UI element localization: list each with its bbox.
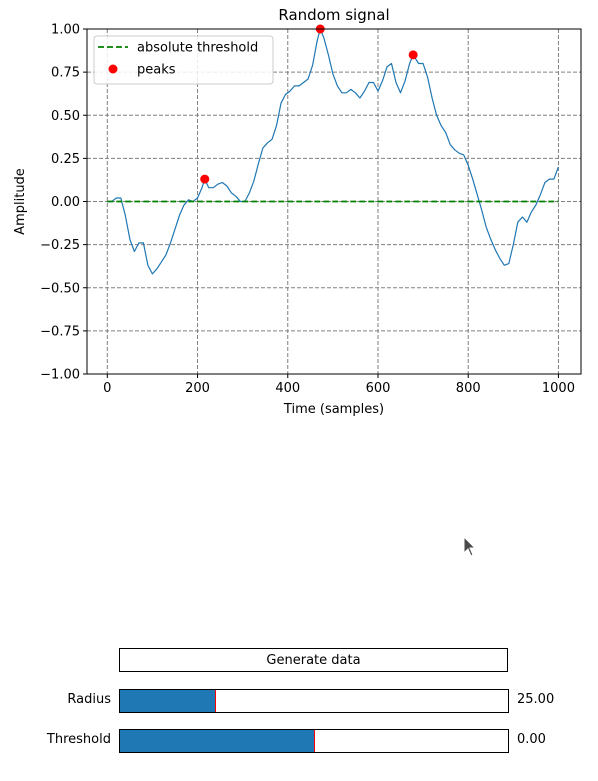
x-tick-label: 800	[456, 381, 481, 396]
plot-lines	[107, 24, 559, 275]
radius-slider[interactable]: Radius 25.00	[0, 689, 598, 714]
threshold-value: 0.00	[517, 732, 546, 747]
y-tick-label: 0.00	[51, 195, 80, 210]
x-tick-label: 1000	[542, 381, 575, 396]
radius-slider-track[interactable]	[119, 689, 509, 713]
y-tick-label: 0.75	[51, 66, 80, 81]
y-tick-label: −1.00	[40, 368, 80, 383]
x-tick-label: 0	[103, 381, 111, 396]
x-axis-label: Time (samples)	[283, 402, 384, 417]
generate-data-label: Generate data	[266, 652, 361, 668]
y-tick-label: 0.25	[51, 152, 80, 167]
legend-box	[93, 35, 274, 85]
threshold-label: Threshold	[46, 732, 111, 747]
x-tick-label: 400	[275, 381, 300, 396]
mouse-pointer-icon	[463, 536, 477, 557]
generate-data-button[interactable]: Generate data	[119, 648, 508, 672]
y-tick-label: 0.50	[51, 109, 80, 124]
x-tick-label: 200	[185, 381, 210, 396]
threshold-slider-track[interactable]	[119, 729, 509, 753]
threshold-slider[interactable]: Threshold 0.00	[0, 729, 598, 754]
peak-marker	[200, 174, 210, 184]
legend-label: absolute threshold	[137, 41, 258, 56]
radius-value: 25.00	[517, 692, 555, 707]
chart-title: Random signal	[278, 6, 389, 24]
y-tick-label: 1.00	[51, 23, 80, 38]
legend-peaks-swatch	[108, 64, 118, 74]
y-tick-label: −0.75	[40, 324, 80, 339]
threshold-slider-fill	[120, 730, 314, 752]
radius-slider-fill	[120, 690, 215, 712]
figure: 0 200 400 600 800 1000 −1.00 −0.75 −0.50 −0.25 0.0…	[13, 6, 582, 417]
y-axis-label: Amplitude	[13, 168, 28, 235]
y-tick-label: −0.25	[40, 238, 80, 253]
legend-label: peaks	[137, 63, 176, 78]
peak-marker	[408, 50, 418, 60]
ticks: 0 200 400 600 800 1000 −1.00 −0.75 −0.50 −0.25 0.0…	[40, 23, 575, 397]
radius-label: Radius	[67, 692, 111, 707]
threshold-slider-handle[interactable]	[314, 730, 315, 752]
x-tick-label: 600	[366, 381, 391, 396]
signal-line	[107, 28, 559, 275]
y-tick-label: −0.50	[40, 281, 80, 296]
radius-slider-handle[interactable]	[215, 690, 216, 712]
legend: absolute threshold peaks	[93, 35, 274, 85]
